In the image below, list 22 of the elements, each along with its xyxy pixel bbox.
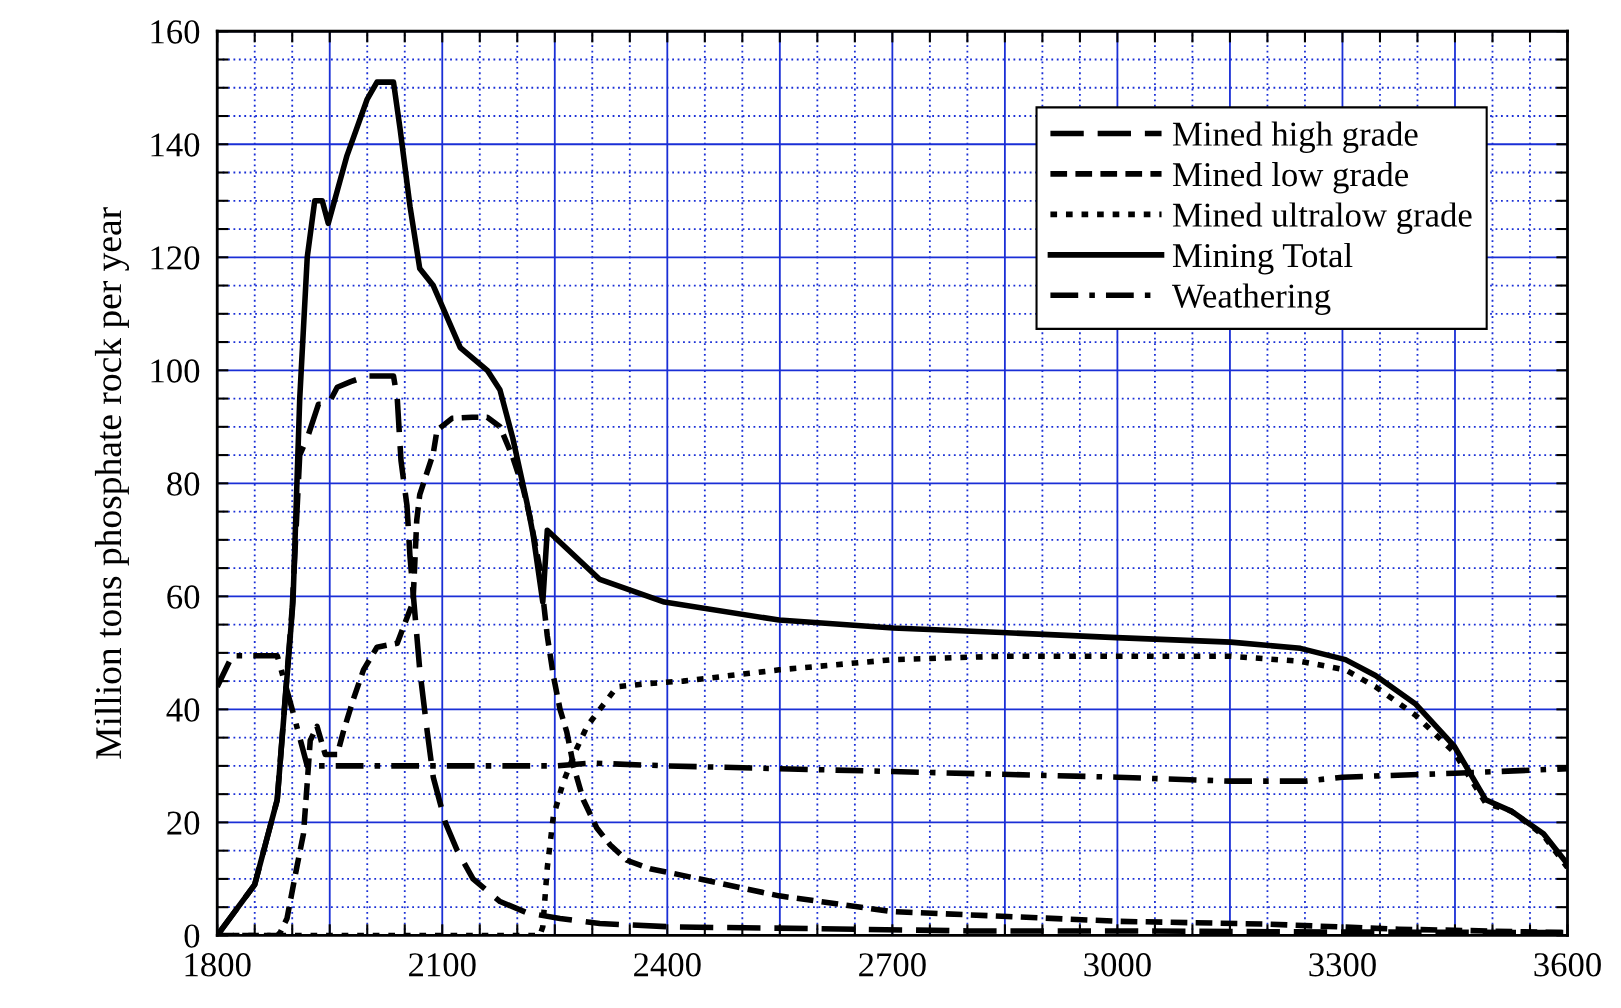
legend-label: Mining Total (1172, 242, 1353, 275)
legend-label: Weathering (1171, 283, 1331, 315)
x-tick-label: 3600 (1534, 953, 1601, 977)
x-tick-label: 2100 (409, 953, 476, 977)
y-axis-title: Million tons phosphate rock per year (94, 207, 130, 759)
y-tick-label: 60 (167, 585, 200, 609)
y-tick-label: 20 (167, 811, 200, 835)
x-tick-label: 2400 (634, 953, 701, 977)
y-tick-label: 120 (151, 246, 200, 270)
x-tick-label: 3000 (1084, 953, 1151, 977)
x-tick-label: 3300 (1309, 953, 1376, 977)
legend-label: Mined high grade (1172, 121, 1418, 154)
y-tick-label: 100 (151, 359, 200, 383)
y-tick-label: 80 (167, 472, 200, 496)
legend-label: Mined ultralow grade (1172, 202, 1472, 235)
y-tick-label: 140 (151, 133, 200, 157)
y-tick-label: 0 (184, 924, 200, 948)
x-tick-label: 1800 (185, 953, 251, 977)
legend-label: Mined low grade (1172, 161, 1408, 194)
y-tick-label: 40 (166, 698, 200, 722)
y-tick-label: 160 (151, 20, 200, 44)
x-tick-label: 2700 (859, 953, 926, 977)
